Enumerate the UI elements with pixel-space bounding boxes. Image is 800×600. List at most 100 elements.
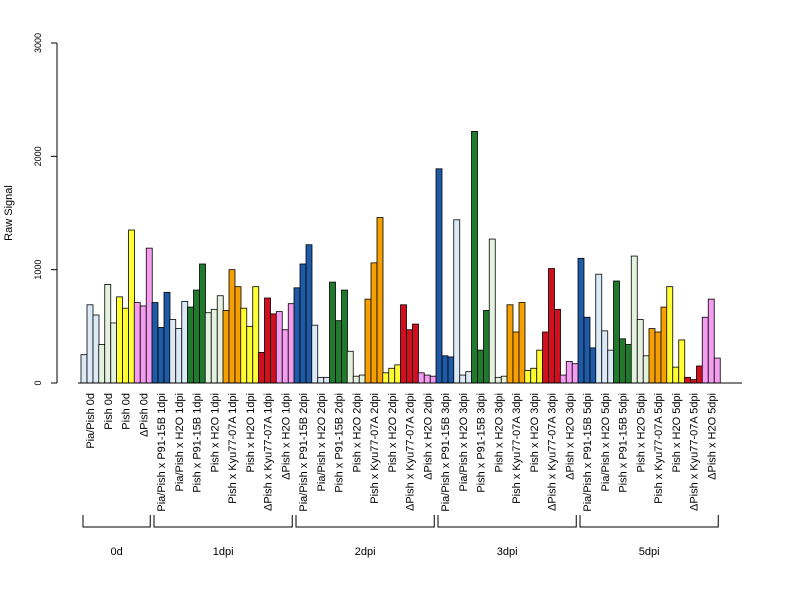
- x-tick-label: ΔPish x H2O 3dpi: [564, 393, 576, 480]
- y-axis: 0 1000 2000 3000: [33, 33, 58, 386]
- bar: [122, 307, 129, 384]
- bar: [193, 289, 200, 384]
- bar: [329, 281, 336, 384]
- bar: [86, 304, 94, 384]
- x-tick-label: ΔPish x Kyu77-07A 5dpi: [689, 393, 701, 511]
- bar: [110, 322, 118, 384]
- bar: [512, 331, 520, 384]
- x-tick-label: ΔPish x Kyu77-07A 2dpi: [405, 393, 417, 511]
- bar: [287, 303, 295, 384]
- group-brackets: 0d 1dpi 2dpi 3dpi 5dpi: [82, 515, 719, 558]
- bar: [412, 323, 419, 384]
- bar: [305, 244, 313, 384]
- bar: [441, 355, 449, 384]
- bar: [128, 229, 135, 384]
- bar: [453, 219, 461, 384]
- y-tick-label: 1000: [33, 260, 43, 280]
- bar: [654, 331, 662, 384]
- bar: [696, 365, 703, 384]
- bar: [275, 311, 283, 384]
- x-tick-label: Pia/Pish x H2O 2dpi: [316, 393, 328, 491]
- bar: [80, 354, 88, 384]
- bar: [157, 327, 165, 384]
- group-bracket: [295, 515, 435, 528]
- x-tick-label: Pia/Pish x H2O 3dpi: [458, 393, 470, 491]
- x-tick-label: Pia/Pish x H2O 1dpi: [174, 393, 186, 491]
- x-tick-label: Pish x H2O 5dpi: [635, 393, 647, 472]
- bar: [613, 280, 620, 384]
- x-tick-label: Pish x H2O 1dpi: [209, 393, 221, 472]
- bar: [524, 370, 532, 384]
- x-tick-label: Pish x H2O 3dpi: [493, 393, 505, 472]
- bar: [376, 217, 384, 384]
- bar: [394, 364, 402, 384]
- bar: [619, 338, 626, 384]
- x-tick-label: ΔPish x Kyu77-07A 3dpi: [547, 393, 559, 511]
- bar: [601, 330, 609, 384]
- group-bracket: [579, 515, 719, 528]
- bar: [293, 287, 301, 384]
- x-tick-label: Pia/Pish x P91-15B 3dpi: [440, 393, 452, 512]
- bar: [400, 304, 407, 384]
- bar: [264, 297, 271, 384]
- x-tick-label: Pish x Kyu77-07A 5dpi: [653, 393, 665, 504]
- x-tick-label: Pia/Pish 0d: [85, 393, 97, 449]
- bar: [358, 374, 366, 384]
- x-tick-label: Pish x H2O 5dpi: [671, 393, 683, 472]
- bar: [169, 319, 177, 384]
- bar: [500, 375, 508, 384]
- x-tick-label: Pish 0d: [121, 393, 133, 430]
- bar: [542, 331, 549, 384]
- bar: [536, 349, 544, 384]
- bar: [116, 296, 123, 384]
- x-tick-label: Pish x Kyu77-07A 2dpi: [369, 393, 381, 504]
- bar: [210, 308, 218, 384]
- bar: [483, 310, 490, 384]
- bar: [92, 314, 100, 384]
- bar: [187, 306, 194, 384]
- bar: [370, 262, 378, 384]
- bar: [341, 289, 348, 384]
- bar: [571, 363, 579, 384]
- y-tick-label: 3000: [33, 33, 43, 53]
- x-tick-label: Pish 0d: [103, 393, 115, 430]
- bar: [352, 375, 360, 384]
- bar: [636, 319, 644, 384]
- bar: [684, 376, 691, 384]
- x-tick-label: Pish x P91-15B 3dpi: [476, 393, 488, 493]
- bar: [666, 286, 674, 384]
- bar: [701, 316, 709, 384]
- x-tick-label: Pish x P91-15B 2dpi: [334, 393, 346, 493]
- bar: [459, 374, 467, 384]
- group-label: 2dpi: [355, 546, 376, 558]
- bar: [181, 300, 189, 384]
- bar: [281, 329, 289, 384]
- bar: [364, 298, 372, 384]
- bar: [199, 263, 206, 384]
- bar: [139, 305, 147, 384]
- category-labels: Pia/Pish 0d Pish 0d Pish 0d ΔPish 0d Pia/Pis…: [85, 393, 718, 512]
- bar: [672, 366, 680, 384]
- x-tick-label: ΔPish x H2O 1dpi: [280, 393, 292, 480]
- group-label: 1dpi: [213, 546, 234, 558]
- bar: [577, 257, 585, 384]
- bar: [104, 283, 112, 384]
- bar: [465, 371, 473, 384]
- bar: [258, 351, 265, 384]
- bar: [554, 308, 561, 384]
- bar: [382, 372, 390, 384]
- bar: [559, 374, 567, 384]
- bar: [311, 324, 319, 384]
- bar: [406, 329, 413, 384]
- x-tick-label: Pish x Kyu77-07A 1dpi: [227, 393, 239, 504]
- bar: [678, 339, 686, 384]
- x-tick-label: Pish x P91-15B 1dpi: [192, 393, 204, 493]
- bar: [595, 273, 603, 384]
- bar: [713, 357, 721, 384]
- y-axis-title: Raw Signal: [3, 185, 15, 241]
- bar: [323, 376, 331, 384]
- x-tick-label: Pia/Pish x P91-15B 1dpi: [156, 393, 168, 512]
- x-tick-label: Pish x H2O 2dpi: [387, 393, 399, 472]
- group-bracket: [437, 515, 577, 528]
